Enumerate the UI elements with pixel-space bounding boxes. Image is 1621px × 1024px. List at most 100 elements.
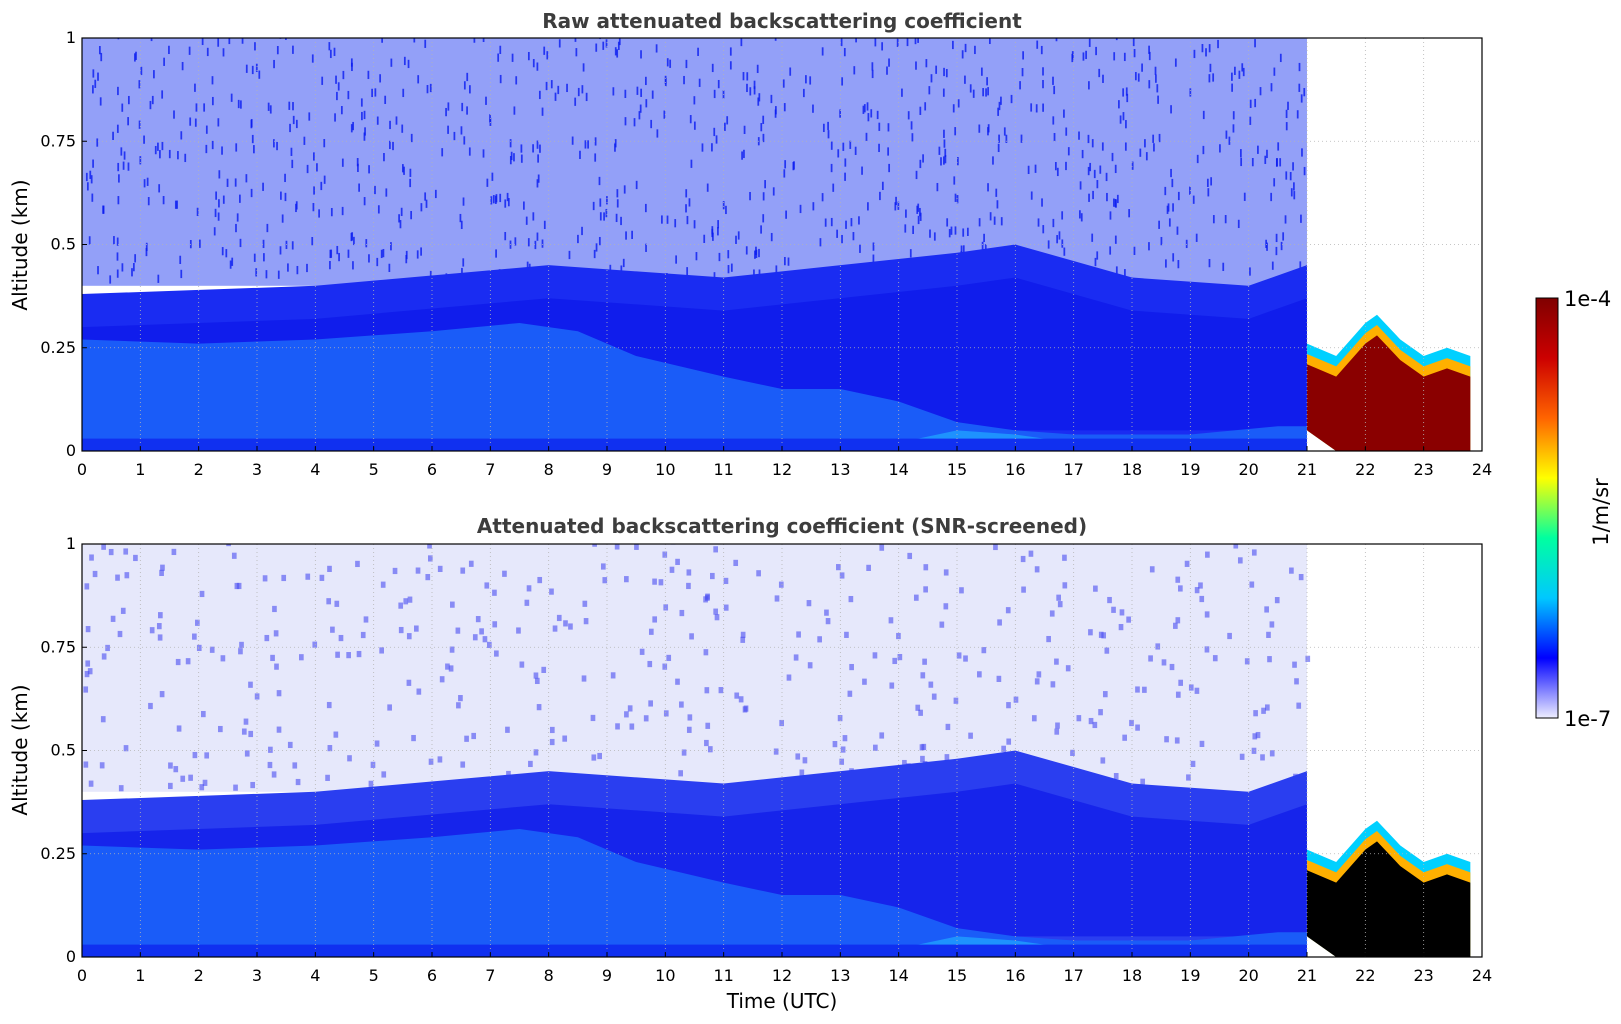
- noise-speckle: [185, 658, 191, 665]
- noise-speckle: [844, 158, 847, 167]
- noise-speckle: [296, 265, 299, 275]
- noise-speckle: [217, 118, 220, 127]
- noise-speckle: [180, 269, 183, 279]
- noise-speckle: [1042, 67, 1044, 76]
- noise-speckle: [1053, 132, 1056, 142]
- noise-speckle: [1298, 62, 1301, 72]
- noise-speckle: [450, 601, 455, 608]
- noise-speckle: [733, 559, 739, 567]
- noise-speckle: [616, 199, 619, 208]
- noise-speckle: [919, 744, 925, 751]
- noise-speckle: [287, 741, 293, 749]
- noise-speckle: [466, 106, 468, 115]
- noise-speckle: [338, 252, 340, 262]
- noise-speckle: [160, 564, 165, 571]
- x-tick-label: 6: [427, 460, 437, 479]
- noise-speckle: [403, 56, 406, 66]
- noise-speckle: [281, 214, 284, 223]
- noise-speckle: [1053, 85, 1056, 95]
- noise-speckle: [1155, 74, 1157, 83]
- noise-speckle: [631, 230, 633, 240]
- noise-speckle: [516, 627, 521, 634]
- noise-speckle: [1186, 774, 1191, 781]
- noise-speckle: [147, 197, 150, 206]
- noise-speckle: [1071, 51, 1074, 60]
- noise-speckle: [374, 740, 380, 747]
- noise-speckle: [202, 779, 208, 786]
- noise-speckle: [650, 119, 653, 129]
- noise-speckle: [620, 216, 622, 226]
- noise-speckle: [221, 247, 224, 256]
- noise-speckle: [1205, 551, 1210, 558]
- noise-speckle: [1091, 139, 1094, 148]
- noise-speckle: [779, 719, 784, 727]
- noise-speckle: [527, 51, 530, 61]
- noise-speckle: [953, 176, 956, 185]
- noise-speckle: [409, 178, 412, 188]
- noise-speckle: [258, 70, 261, 79]
- noise-speckle: [254, 42, 256, 51]
- noise-speckle: [913, 594, 919, 601]
- noise-speckle: [915, 170, 918, 180]
- noise-speckle: [685, 204, 687, 213]
- noise-speckle: [931, 693, 937, 700]
- noise-speckle: [1189, 88, 1192, 97]
- noise-speckle: [491, 172, 494, 181]
- noise-speckle: [1252, 733, 1258, 740]
- noise-speckle: [504, 199, 507, 208]
- noise-speckle: [963, 655, 968, 662]
- noise-speckle: [374, 88, 377, 97]
- bottom-mixed-layer: [82, 828, 1307, 949]
- noise-speckle: [664, 75, 667, 85]
- noise-speckle: [1261, 707, 1266, 714]
- noise-speckle: [368, 780, 374, 787]
- noise-speckle: [253, 145, 255, 154]
- noise-speckle: [666, 58, 669, 67]
- x-axis-label: Time (UTC): [726, 989, 838, 1013]
- noise-speckle: [536, 704, 542, 711]
- noise-speckle: [400, 207, 403, 217]
- noise-speckle: [1185, 239, 1188, 249]
- noise-speckle: [599, 212, 602, 221]
- noise-speckle: [192, 633, 197, 640]
- noise-speckle: [140, 66, 143, 76]
- noise-speckle: [1091, 233, 1094, 242]
- noise-speckle: [760, 123, 763, 132]
- noise-speckle: [871, 69, 874, 79]
- x-tick-label: 2: [194, 460, 204, 479]
- noise-speckle: [361, 111, 363, 121]
- noise-speckle: [327, 565, 332, 572]
- noise-speckle: [1254, 39, 1256, 48]
- noise-speckle: [842, 142, 845, 151]
- noise-speckle: [1054, 162, 1057, 171]
- noise-speckle: [292, 115, 295, 125]
- noise-speckle: [311, 237, 314, 246]
- noise-speckle: [499, 193, 502, 203]
- noise-speckle: [347, 249, 350, 258]
- noise-speckle: [1042, 79, 1044, 89]
- noise-speckle: [802, 88, 805, 98]
- noise-speckle: [643, 715, 649, 722]
- noise-speckle: [407, 596, 413, 603]
- noise-speckle: [727, 265, 730, 274]
- noise-speckle: [352, 121, 354, 131]
- noise-speckle: [380, 249, 383, 259]
- noise-speckle: [1269, 750, 1275, 757]
- noise-speckle: [1030, 103, 1033, 112]
- noise-speckle: [538, 90, 541, 100]
- noise-speckle: [1285, 171, 1288, 180]
- noise-speckle: [571, 136, 574, 145]
- noise-speckle: [1093, 585, 1098, 592]
- noise-speckle: [445, 107, 447, 117]
- noise-speckle: [341, 206, 344, 216]
- noise-speckle: [134, 254, 137, 263]
- noise-speckle: [380, 581, 386, 588]
- noise-speckle: [879, 191, 881, 201]
- noise-speckle: [1237, 557, 1243, 564]
- x-tick-label: 0: [77, 460, 87, 479]
- noise-speckle: [1169, 663, 1175, 671]
- noise-speckle: [215, 191, 218, 200]
- noise-speckle: [211, 140, 214, 150]
- x-tick-label: 3: [252, 460, 262, 479]
- noise-speckle: [1098, 709, 1103, 716]
